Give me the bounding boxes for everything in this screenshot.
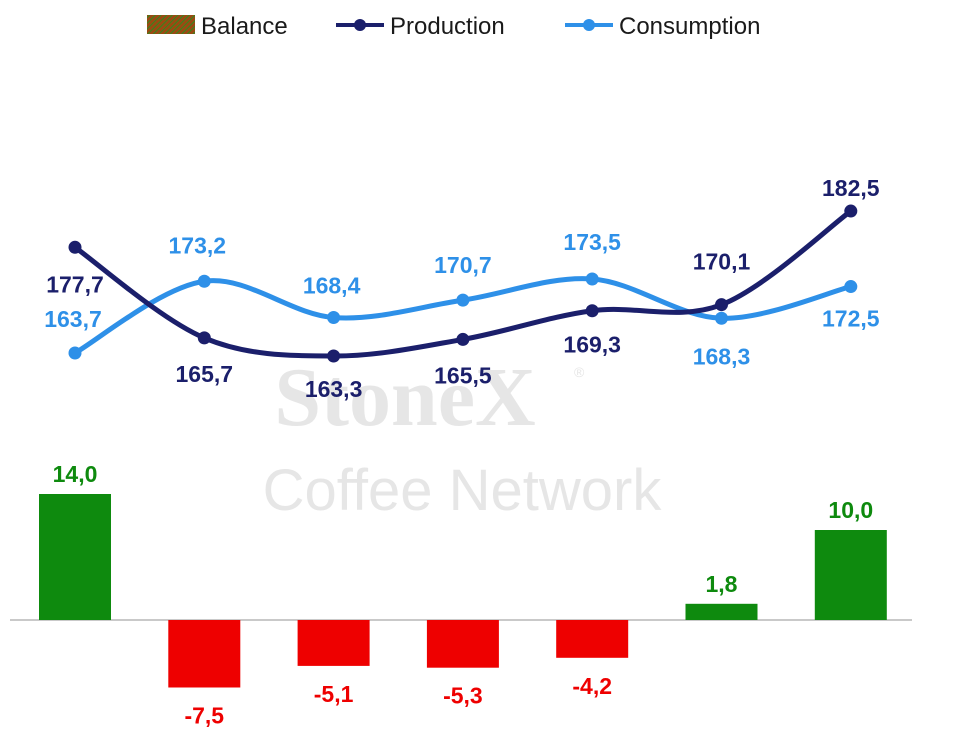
- balance-bar: [168, 620, 241, 688]
- data-labels: 14,0 -7,5 -5,1 -5,3 -4,2 1,8 10,0 177,7 165,7 163…: [44, 175, 880, 728]
- legend: Balance Production Consumption: [147, 13, 760, 40]
- balance-label: 1,8: [706, 571, 738, 597]
- consumption-label: 172,5: [822, 306, 880, 332]
- consumption-point: [715, 311, 728, 325]
- production-point: [327, 349, 341, 363]
- production-label: 165,7: [176, 361, 234, 387]
- watermark-line2: Coffee Network: [263, 458, 663, 523]
- balance-bar: [814, 530, 887, 620]
- legend-swatch-production-marker: [354, 19, 366, 31]
- watermark-registered-mark: ®: [574, 364, 585, 380]
- production-label: 177,7: [46, 271, 104, 297]
- consumption-label: 173,2: [169, 232, 227, 258]
- production-label: 182,5: [822, 175, 880, 201]
- balance-bars: [39, 494, 887, 688]
- balance-bar: [685, 603, 758, 620]
- balance-bar: [297, 620, 370, 666]
- production-point: [197, 331, 211, 345]
- balance-label: -4,2: [572, 673, 612, 699]
- production-label: 163,3: [305, 376, 363, 402]
- balance-label: -5,3: [443, 683, 483, 709]
- legend-swatch-consumption-marker: [583, 19, 595, 31]
- consumption-point: [456, 293, 470, 307]
- production-point: [844, 204, 858, 218]
- watermark-line1: StoneX: [274, 351, 535, 444]
- balance-bar: [426, 620, 499, 668]
- production-point: [68, 240, 82, 254]
- production-label: 170,1: [693, 249, 751, 275]
- consumption-label: 168,3: [693, 343, 751, 369]
- production-label: 165,5: [434, 362, 492, 388]
- consumption-point: [197, 274, 211, 288]
- balance-label: -7,5: [184, 703, 224, 729]
- consumption-label: 170,7: [434, 252, 492, 278]
- consumption-label: 168,4: [303, 273, 361, 299]
- consumption-point: [68, 346, 82, 360]
- legend-label-consumption: Consumption: [619, 13, 760, 40]
- consumption-point: [585, 272, 599, 286]
- balance-label: -5,1: [314, 681, 354, 707]
- consumption-point: [327, 311, 341, 325]
- balance-bar: [556, 620, 629, 658]
- consumption-label: 163,7: [44, 306, 102, 332]
- balance-label: 10,0: [828, 497, 873, 523]
- consumption-label: 173,5: [563, 229, 621, 255]
- legend-label-balance: Balance: [201, 13, 288, 40]
- production-label: 169,3: [563, 332, 621, 358]
- line-series: [68, 204, 858, 363]
- legend-swatch-balance: [147, 15, 195, 34]
- production-point: [585, 304, 599, 318]
- consumption-point: [844, 280, 858, 294]
- production-point: [715, 298, 728, 312]
- production-point: [456, 332, 470, 346]
- legend-label-production: Production: [390, 13, 505, 40]
- watermark: StoneX ® Coffee Network: [263, 351, 663, 523]
- balance-label: 14,0: [53, 461, 98, 487]
- balance-bar: [39, 494, 111, 620]
